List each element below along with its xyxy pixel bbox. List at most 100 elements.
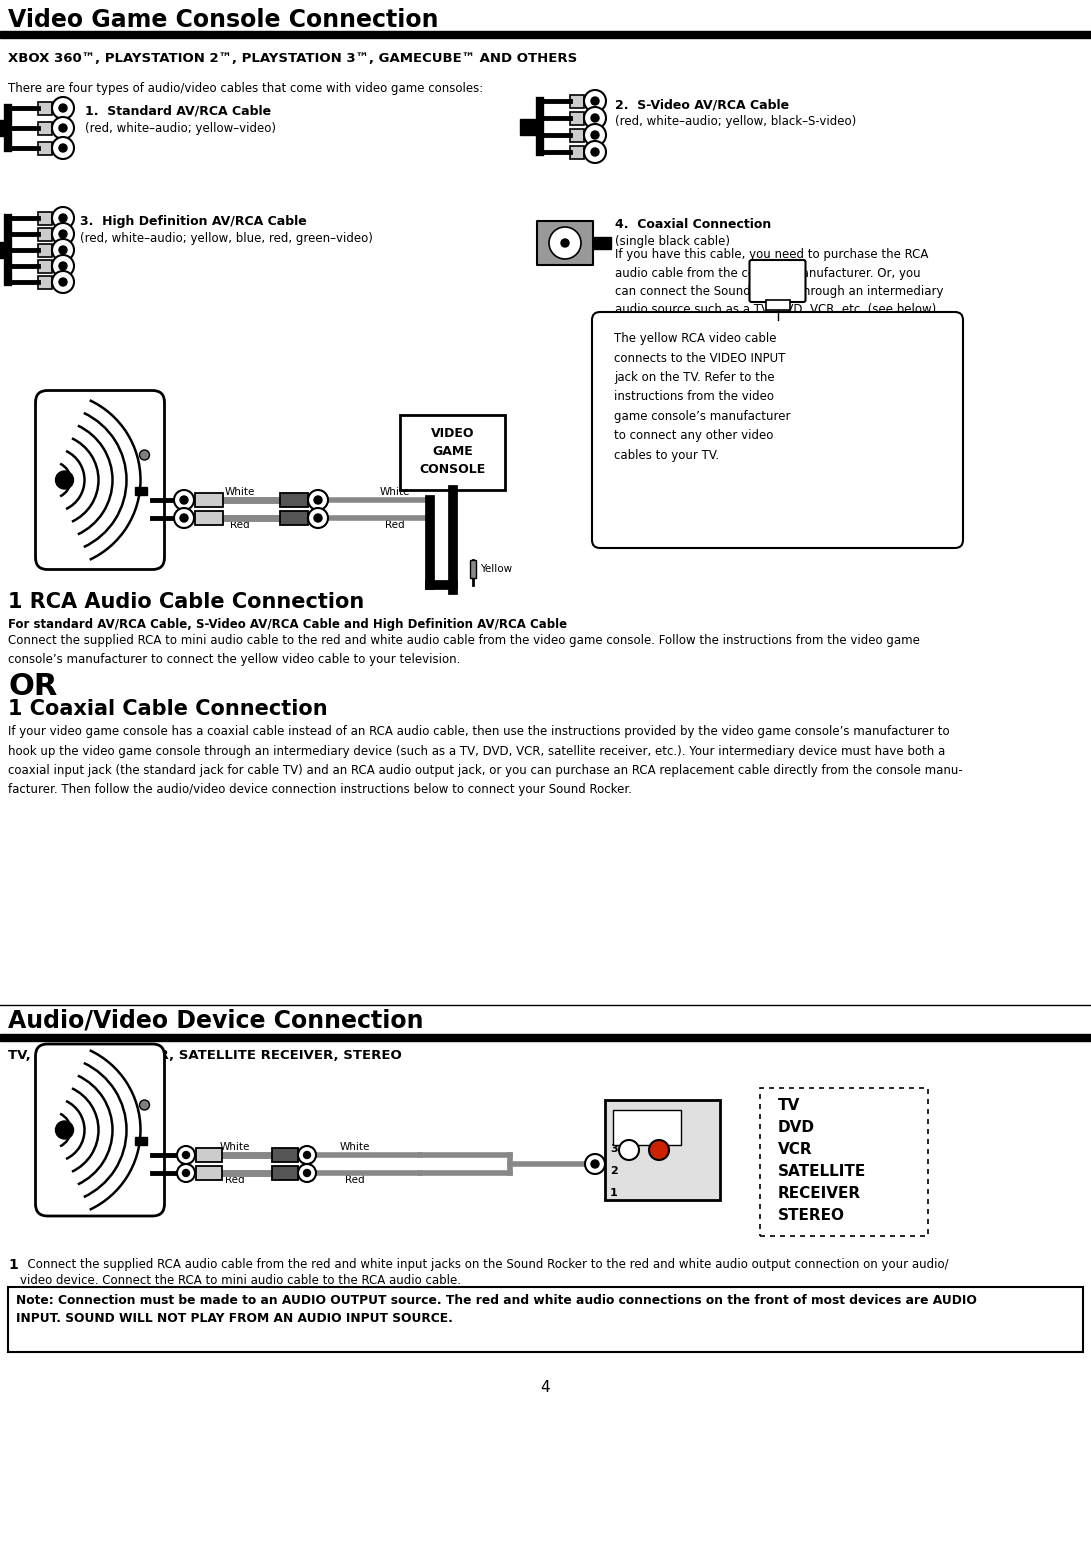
- Circle shape: [180, 496, 188, 503]
- Circle shape: [584, 107, 606, 130]
- Circle shape: [59, 245, 67, 255]
- Circle shape: [584, 90, 606, 113]
- Text: TV, DVD PLAYER, VCR, SATELLITE RECEIVER, STEREO: TV, DVD PLAYER, VCR, SATELLITE RECEIVER,…: [8, 1048, 401, 1062]
- Text: (single black cable): (single black cable): [615, 235, 730, 249]
- Circle shape: [52, 97, 74, 119]
- Circle shape: [591, 97, 599, 105]
- Circle shape: [59, 278, 67, 286]
- Bar: [570, 111, 584, 125]
- Circle shape: [173, 508, 194, 528]
- Circle shape: [561, 239, 570, 247]
- Text: TV: TV: [766, 272, 789, 287]
- Bar: [38, 142, 52, 154]
- Bar: [0, 31, 1091, 39]
- Circle shape: [56, 1121, 73, 1139]
- Text: Red: Red: [230, 520, 250, 530]
- Bar: [613, 1110, 681, 1146]
- Bar: [38, 259, 52, 272]
- FancyBboxPatch shape: [36, 391, 165, 570]
- Text: STEREO: STEREO: [778, 1207, 846, 1223]
- Circle shape: [177, 1146, 195, 1164]
- FancyBboxPatch shape: [592, 312, 963, 548]
- FancyBboxPatch shape: [750, 259, 805, 303]
- Circle shape: [591, 1160, 599, 1167]
- Text: Red: Red: [225, 1175, 244, 1184]
- Circle shape: [59, 144, 67, 151]
- Bar: [38, 122, 52, 134]
- Text: Video Game Console Connection: Video Game Console Connection: [8, 8, 439, 32]
- Circle shape: [585, 1153, 606, 1173]
- Text: For standard AV/RCA Cable, S-Video AV/RCA Cable and High Definition AV/RCA Cable: For standard AV/RCA Cable, S-Video AV/RC…: [8, 618, 567, 631]
- Bar: [606, 1099, 720, 1200]
- Text: TV: TV: [778, 1098, 801, 1113]
- Bar: [38, 244, 52, 256]
- FancyBboxPatch shape: [36, 1044, 165, 1217]
- Bar: [272, 1166, 298, 1180]
- Circle shape: [180, 514, 188, 522]
- Circle shape: [303, 1152, 311, 1158]
- Circle shape: [52, 255, 74, 276]
- Bar: [594, 236, 611, 249]
- Circle shape: [173, 489, 194, 510]
- Circle shape: [59, 230, 67, 238]
- Text: White: White: [380, 486, 410, 497]
- Text: White: White: [225, 486, 255, 497]
- Circle shape: [591, 148, 599, 156]
- Circle shape: [314, 514, 322, 522]
- Bar: [272, 1149, 298, 1163]
- Text: 1 Coaxial Cable Connection: 1 Coaxial Cable Connection: [8, 699, 327, 720]
- Text: (red, white–audio; yellow, blue, red, green–video): (red, white–audio; yellow, blue, red, gr…: [80, 232, 373, 245]
- Text: White: White: [339, 1143, 370, 1152]
- Text: 2.  S-Video AV/RCA Cable: 2. S-Video AV/RCA Cable: [615, 97, 789, 111]
- Bar: [570, 94, 584, 108]
- Text: 1: 1: [8, 1258, 17, 1272]
- Text: VIDEO
GAME
CONSOLE: VIDEO GAME CONSOLE: [419, 428, 485, 476]
- Text: VCR: VCR: [778, 1143, 813, 1156]
- Text: If your video game console has a coaxial cable instead of an RCA audio cable, th: If your video game console has a coaxial…: [8, 726, 962, 797]
- Circle shape: [56, 471, 73, 489]
- Bar: [196, 1149, 221, 1163]
- Circle shape: [52, 207, 74, 229]
- Circle shape: [52, 272, 74, 293]
- Text: video device. Connect the RCA to mini audio cable to the RCA audio cable.: video device. Connect the RCA to mini au…: [20, 1274, 461, 1288]
- Circle shape: [182, 1152, 190, 1158]
- Text: 2: 2: [610, 1166, 618, 1177]
- Circle shape: [59, 215, 67, 222]
- Bar: [0, 242, 8, 258]
- Circle shape: [308, 489, 328, 510]
- Text: 3: 3: [610, 1144, 618, 1153]
- Circle shape: [584, 124, 606, 147]
- Circle shape: [52, 222, 74, 245]
- Text: Note: Connection must be made to an AUDIO OUTPUT source. The red and white audio: Note: Connection must be made to an AUDI…: [16, 1294, 976, 1325]
- Text: The yellow RCA video cable
connects to the VIDEO INPUT
jack on the TV. Refer to : The yellow RCA video cable connects to t…: [614, 332, 791, 462]
- Circle shape: [140, 449, 149, 460]
- Circle shape: [59, 262, 67, 270]
- Text: Red: Red: [345, 1175, 364, 1184]
- Bar: [134, 1136, 146, 1146]
- Circle shape: [52, 239, 74, 261]
- Bar: [38, 227, 52, 241]
- Text: If you have this cable, you need to purchase the RCA
audio cable from the consol: If you have this cable, you need to purc…: [615, 249, 944, 317]
- Bar: [38, 212, 52, 224]
- Text: DVD: DVD: [778, 1119, 815, 1135]
- Bar: [280, 493, 308, 506]
- Circle shape: [177, 1164, 195, 1183]
- Bar: [38, 102, 52, 114]
- Bar: [134, 486, 146, 496]
- Text: AUDIO
OUTPUT: AUDIO OUTPUT: [626, 1115, 668, 1136]
- Text: 1: 1: [610, 1187, 618, 1198]
- Text: Connect the supplied RCA audio cable from the red and white input jacks on the S: Connect the supplied RCA audio cable fro…: [20, 1258, 949, 1271]
- Circle shape: [619, 1139, 639, 1160]
- Circle shape: [140, 1099, 149, 1110]
- Text: RECEIVER: RECEIVER: [778, 1186, 861, 1201]
- Text: (red, white–audio; yellow, black–S-video): (red, white–audio; yellow, black–S-video…: [615, 114, 856, 128]
- Circle shape: [52, 117, 74, 139]
- Bar: [38, 275, 52, 289]
- Bar: [570, 128, 584, 142]
- Circle shape: [59, 124, 67, 131]
- Bar: [766, 300, 790, 310]
- Text: Yellow: Yellow: [480, 564, 513, 574]
- Circle shape: [591, 114, 599, 122]
- Text: Audio/Video Device Connection: Audio/Video Device Connection: [8, 1008, 423, 1033]
- Bar: [8, 1288, 1083, 1353]
